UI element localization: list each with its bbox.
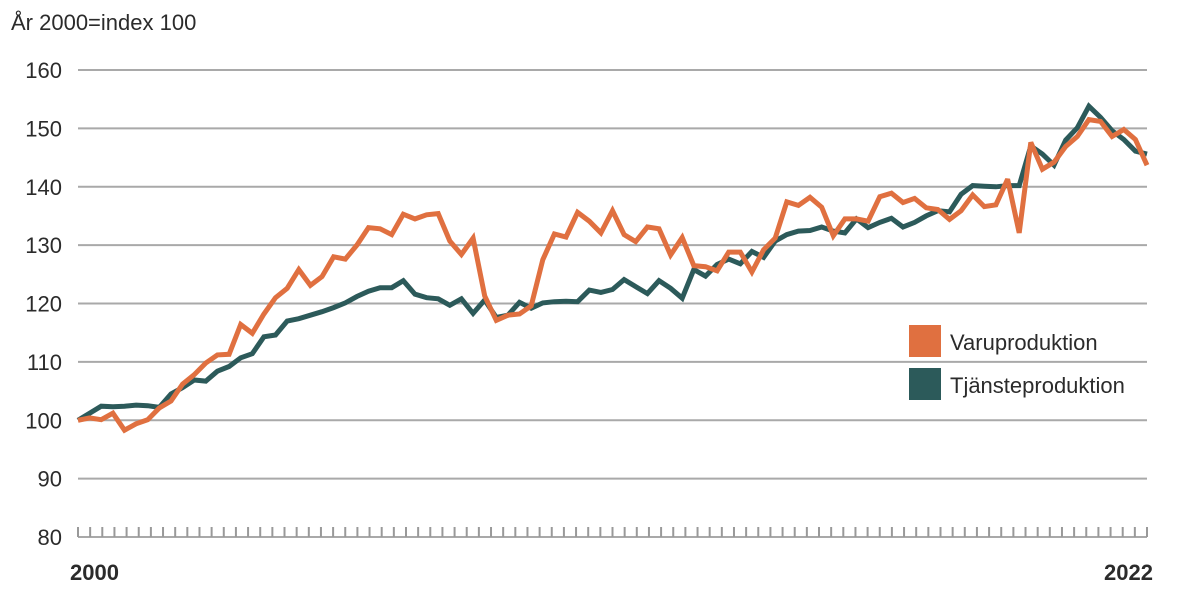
series-lines: [76, 102, 1150, 434]
y-tick-label: 80: [38, 525, 62, 550]
y-tick-label: 160: [25, 58, 62, 83]
grid-lines: [78, 69, 1147, 538]
x-axis-ticks: [77, 527, 1148, 537]
y-tick-label: 90: [38, 467, 62, 492]
legend-swatch-tjansteproduktion: [909, 368, 941, 400]
series-line-tjansteproduktion: [76, 102, 1148, 423]
legend-swatch-varuproduktion: [909, 325, 941, 357]
series-line-varuproduktion: [77, 116, 1150, 434]
y-tick-label: 110: [27, 350, 62, 375]
x-label-start: 2000: [70, 560, 119, 585]
y-tick-label: 130: [25, 233, 62, 258]
chart-subtitle: År 2000=index 100: [11, 10, 196, 35]
y-tick-label: 120: [25, 292, 62, 317]
y-tick-label: 100: [25, 408, 62, 433]
y-axis-labels: 160 150 140 130 120 110 100 90 80: [25, 58, 62, 550]
legend-label-tjansteproduktion: Tjänsteproduktion: [950, 373, 1125, 398]
y-tick-label: 140: [25, 175, 62, 200]
x-label-end: 2022: [1104, 560, 1153, 585]
legend-label-varuproduktion: Varuproduktion: [950, 330, 1098, 355]
y-tick-label: 150: [25, 116, 62, 141]
legend: Varuproduktion Tjänsteproduktion: [909, 325, 1125, 400]
